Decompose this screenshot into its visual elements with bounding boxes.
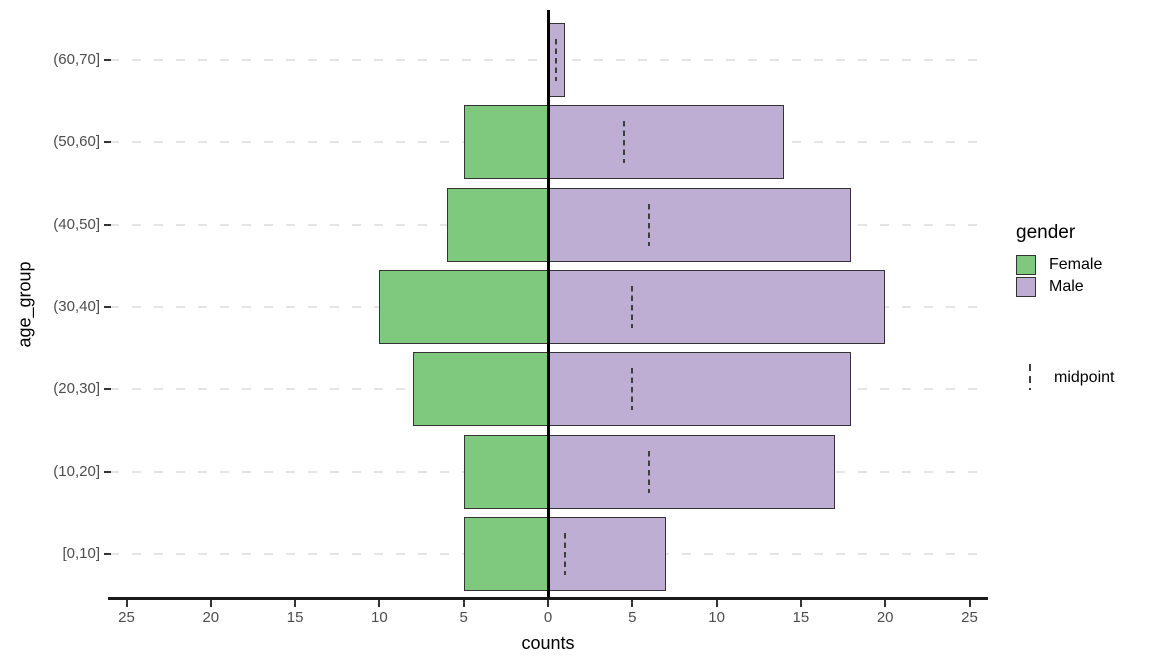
y-tick-label: [0,10] [62,544,100,562]
bar-male [548,105,785,180]
bar-male [548,352,852,427]
bar-male [548,187,852,262]
x-axis-tick [125,599,128,607]
bar-male [548,434,835,509]
x-axis-tick [209,599,212,607]
x-tick-label: 20 [202,609,220,626]
x-tick-label: 0 [543,609,553,626]
y-axis-tick [104,388,111,391]
y-axis-tick [104,552,111,555]
x-axis-tick [462,599,465,607]
x-tick-label: 5 [628,609,637,626]
x-tick-label: 10 [708,609,725,626]
bar-female [463,516,548,591]
midpoint-line [631,368,634,411]
bar-male [548,269,886,344]
y-tick-label: (60,70] [53,51,100,68]
y-axis-tick [104,59,111,61]
y-tick-label: (40,50] [53,215,100,233]
x-tick-label: 10 [371,609,388,626]
legend-gender-title: gender [1016,222,1076,243]
midpoint-line [631,285,634,328]
y-axis-tick [104,470,111,473]
x-axis-tick [631,599,634,607]
y-axis-tick [104,305,111,308]
x-axis-tick [884,599,887,607]
y-tick-label: (10,20] [53,462,100,480]
legend-item-female: Female [1016,254,1102,275]
x-tick-label: 25 [961,609,978,626]
x-tick-label: 25 [118,609,135,626]
midpoint-line [648,203,651,246]
legend-item-male: Male [1016,276,1102,297]
midpoint-dashed-line-key [1029,364,1031,390]
y-axis-tick [104,141,111,144]
legend-label-female: Female [1049,256,1103,273]
y-tick-label: (30,40] [53,297,100,315]
y-axis-tick [104,223,111,226]
legend-swatch-male [1016,276,1036,297]
bar-female [463,105,548,180]
x-tick-label: 5 [459,609,468,626]
x-tick-label: 20 [876,609,894,626]
legend-label-male: Male [1049,278,1084,295]
x-tick-label: 15 [286,609,304,626]
x-axis-title: counts [521,633,575,653]
x-axis-tick [294,599,297,607]
x-axis-line [108,597,988,600]
x-axis-tick [968,599,971,607]
midpoint-line [648,450,651,493]
midpoint-line [563,532,566,575]
bar-female [463,434,548,509]
legend-gender: gender Female Male [1016,222,1102,298]
midpoint-line [555,39,558,81]
legend-gender-items: Female Male [1016,254,1102,297]
x-axis-tick [799,599,802,607]
legend-midpoint-label: midpoint [1054,368,1115,386]
x-axis-tick [547,599,549,607]
bar-male [548,516,667,591]
bar-female [413,352,548,427]
zero-reference-line [547,10,550,597]
x-tick-label: 15 [792,609,810,626]
x-axis-tick [378,599,381,607]
y-tick-label: (20,30] [53,380,100,398]
bar-female [379,269,548,344]
x-axis-tick [715,599,718,607]
y-tick-label: (50,60] [53,133,100,151]
midpoint-line [622,121,625,164]
legend-swatch-female [1016,254,1036,275]
legend-midpoint: midpoint [1029,364,1114,390]
bar-female [446,187,548,262]
